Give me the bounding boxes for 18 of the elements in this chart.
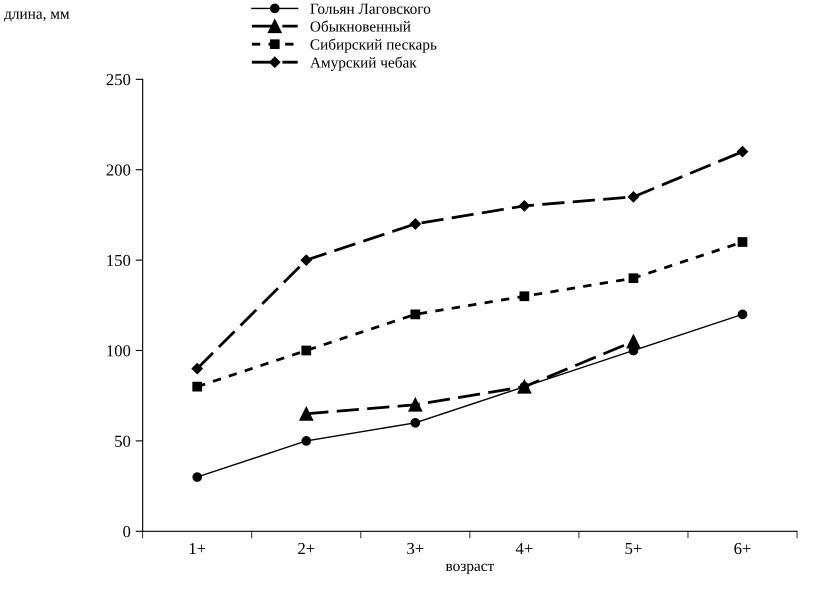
legend-label: Гольян Лаговского [310, 4, 430, 14]
x-tick-label: 1+ [190, 542, 206, 554]
x-tick-label: 3+ [407, 542, 424, 554]
legend-label: Обыкновенный [310, 20, 411, 32]
x-tick-label: 4+ [516, 542, 532, 554]
legend-label: Сибирский пескарь [310, 38, 436, 53]
y-tick-label: 100 [107, 345, 130, 356]
y-tick-label: 200 [106, 164, 130, 176]
y-axis-title: длина, мм [4, 12, 70, 22]
x-axis-title: возраст [446, 564, 494, 574]
x-tick-label: 2+ [298, 542, 314, 554]
y-tick-label: 150 [107, 254, 130, 266]
x-tick-label: 6+ [734, 542, 751, 554]
y-tick-label: 50 [115, 436, 130, 447]
y-tick-label: 0 [123, 526, 130, 538]
x-tick-label: 5+ [626, 543, 642, 554]
legend-label: Амурский чебак [310, 56, 417, 71]
y-tick-label: 250 [106, 74, 130, 86]
